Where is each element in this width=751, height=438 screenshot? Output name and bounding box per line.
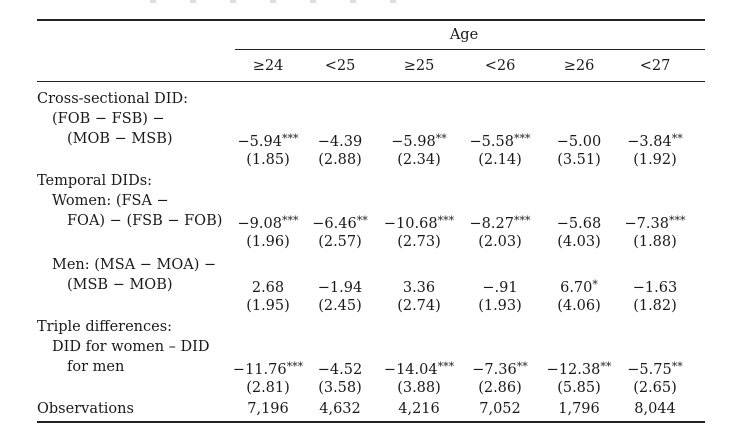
men-coef-4: 6.70* [560,278,598,296]
cross-stars-5: ** [671,132,683,145]
men-label-2: (MSB − MOB) [67,277,173,293]
women-coef-5: −7.38*** [624,214,686,232]
men-se-3: (1.93) [478,298,522,314]
cross-se-0: (1.85) [246,152,290,168]
men-coef-5: −1.63 [632,280,678,296]
triple-stars-3: ** [516,360,528,373]
women-se-5: (1.88) [633,234,677,250]
triple-coef-1: −4.52 [317,362,363,378]
men-coef-0: 2.68 [251,280,285,296]
column-header-3: <26 [484,58,516,74]
observations-4: 1,796 [558,401,600,417]
observations-1: 4,632 [319,401,361,417]
cross-coef-0: −5.94*** [237,132,299,150]
men-coef-2: 3.36 [402,280,436,296]
men-coef-3: −.91 [482,280,518,296]
bottom-rule [37,421,705,423]
observations-5: 8,044 [634,401,676,417]
women-label-2: FOA) − (FSB − FOB) [67,213,223,229]
triple-se-1: (3.58) [318,380,362,396]
women-se-4: (4.03) [557,234,601,250]
cross-section-label-2: (MOB − MSB) [67,131,173,147]
triple-stars-4: ** [600,360,612,373]
triple-coef-0: −11.76*** [232,360,304,378]
triple-label-1: DID for women – DID [52,339,210,355]
men-se-1: (2.45) [318,298,362,314]
cross-coef-3: −5.58*** [469,132,531,150]
women-coef-2: −10.68*** [383,214,455,232]
cross-se-4: (3.51) [557,152,601,168]
triple-coef-3: −7.36** [472,360,528,378]
cross-stars-2: ** [435,132,447,145]
cross-se-1: (2.88) [318,152,362,168]
women-coef-1: −6.46** [312,214,368,232]
observations-3: 7,052 [479,401,521,417]
triple-stars-0: *** [286,360,304,373]
cross-stars-0: *** [281,132,299,145]
men-se-2: (2.74) [397,298,441,314]
women-stars-5: *** [668,214,686,227]
triple-coef-5: −5.75** [627,360,683,378]
age-group-header: Age [449,27,479,43]
observations-2: 4,216 [398,401,440,417]
triple-title: Triple differences: [37,319,173,335]
women-se-0: (1.96) [246,234,290,250]
triple-coef-4: −12.38** [546,360,612,378]
cross-coef-1: −4.39 [317,134,363,150]
column-header-0: ≥24 [252,58,284,74]
column-header-5: <27 [639,58,671,74]
observations-label: Observations [37,401,134,417]
women-se-3: (2.03) [478,234,522,250]
cross-coef-5: −3.84** [627,132,683,150]
women-stars-1: ** [356,214,368,227]
triple-coef-2: −14.04*** [383,360,455,378]
cross-section-label-1: (FOB − FSB) − [52,111,165,127]
women-stars-3: *** [513,214,531,227]
triple-se-3: (2.86) [478,380,522,396]
cross-se-3: (2.14) [478,152,522,168]
header-rule [37,81,705,82]
triple-stars-2: *** [437,360,455,373]
women-coef-0: −9.08*** [237,214,299,232]
cross-coef-4: −5.00 [556,134,602,150]
triple-se-4: (5.85) [557,380,601,396]
column-header-2: ≥25 [403,58,435,74]
women-stars-0: *** [281,214,299,227]
cross-stars-3: *** [513,132,531,145]
cross-coef-2: −5.98** [391,132,447,150]
men-se-0: (1.95) [246,298,290,314]
men-stars-4: * [592,278,598,291]
cross-section-title: Cross-sectional DID: [37,91,188,107]
column-header-1: <25 [324,58,356,74]
women-coef-3: −8.27*** [469,214,531,232]
cross-se-2: (2.34) [397,152,441,168]
women-coef-4: −5.68 [556,216,602,232]
temporal-title: Temporal DIDs: [37,173,153,189]
column-header-4: ≥26 [563,58,595,74]
men-se-4: (4.06) [557,298,601,314]
women-stars-2: *** [437,214,455,227]
top-rule [37,19,705,21]
women-se-2: (2.73) [397,234,441,250]
men-label-1: Men: (MSA − MOA) − [52,257,217,273]
triple-se-5: (2.65) [633,380,677,396]
cropped-previous-text [150,0,430,3]
observations-0: 7,196 [247,401,289,417]
triple-se-2: (3.88) [397,380,441,396]
women-label-1: Women: (FSA − [52,193,169,209]
men-se-5: (1.82) [633,298,677,314]
triple-se-0: (2.81) [246,380,290,396]
women-se-1: (2.57) [318,234,362,250]
cross-se-5: (1.92) [633,152,677,168]
triple-stars-5: ** [671,360,683,373]
men-coef-1: −1.94 [317,280,363,296]
age-group-rule [235,49,705,50]
triple-label-2: for men [67,359,125,375]
